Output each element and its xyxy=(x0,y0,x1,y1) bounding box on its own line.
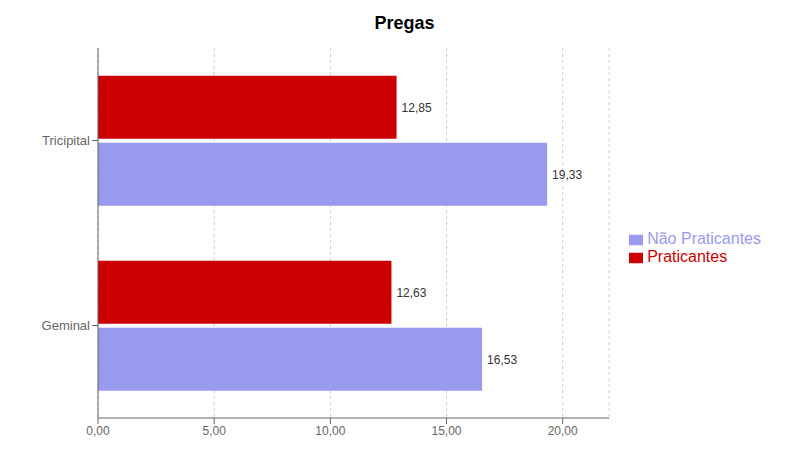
svg-text:12,63: 12,63 xyxy=(396,286,426,300)
svg-text:Tricipital: Tricipital xyxy=(42,133,90,148)
html-text:Praticantes: Praticantes xyxy=(647,248,728,265)
svg-text:19,33: 19,33 xyxy=(552,168,582,182)
svg-text:10,00: 10,00 xyxy=(315,424,345,438)
svg-text:16,53: 16,53 xyxy=(487,353,517,367)
svg-text:5,00: 5,00 xyxy=(202,424,226,438)
svg-text:12,85: 12,85 xyxy=(402,101,432,115)
svg-text:Geminal: Geminal xyxy=(42,318,91,333)
svg-text:15,00: 15,00 xyxy=(432,424,462,438)
svg-text:20,00: 20,00 xyxy=(548,424,578,438)
svg-text:0,00: 0,00 xyxy=(86,424,110,438)
html-text:Não Praticantes: Não Praticantes xyxy=(647,230,761,247)
html-text:Pregas: Pregas xyxy=(374,13,435,33)
